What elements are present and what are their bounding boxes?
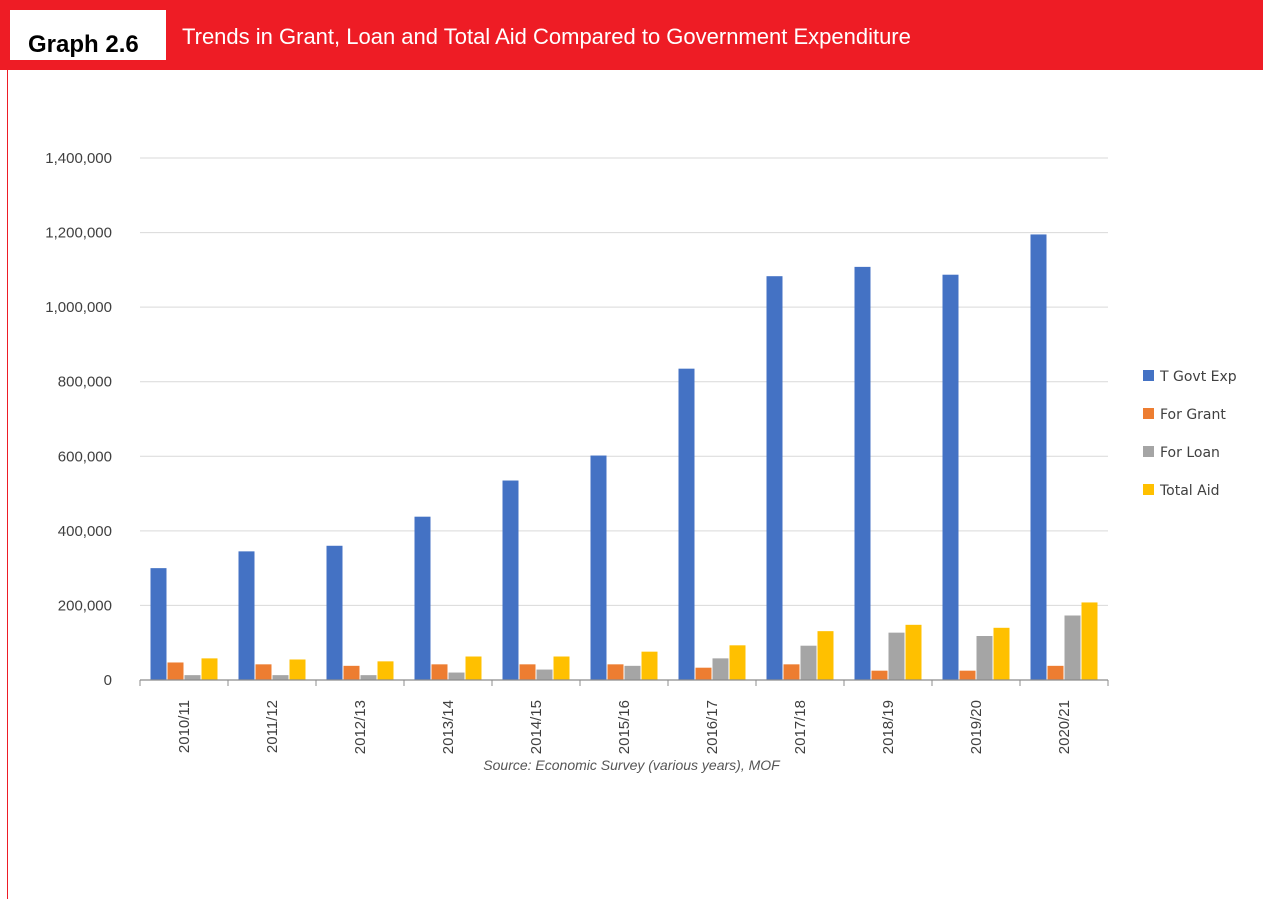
bar-for-grant — [871, 670, 888, 680]
x-tick-label: 2015/16 — [616, 700, 633, 754]
bar-for-grant — [343, 665, 360, 680]
bar-total-aid — [553, 656, 570, 680]
frame-left-border — [7, 70, 8, 899]
bar-total-aid — [905, 624, 922, 680]
bar-t-govt-exp — [942, 274, 959, 680]
bar-total-aid — [993, 627, 1010, 680]
legend-swatch — [1143, 408, 1154, 419]
bar-total-aid — [641, 651, 658, 680]
bar-t-govt-exp — [238, 551, 255, 680]
legend: T Govt Exp For Grant For Loan Total Aid — [1143, 369, 1237, 499]
bar-for-grant — [519, 664, 536, 680]
bar-t-govt-exp — [766, 276, 783, 680]
bar-for-loan — [976, 636, 993, 680]
x-tick-label: 2012/13 — [352, 700, 369, 754]
y-tick-label: 1,200,000 — [45, 225, 112, 242]
x-tick-label: 2016/17 — [704, 700, 721, 754]
legend-swatch — [1143, 370, 1154, 381]
bar-total-aid — [1081, 602, 1098, 680]
y-tick-label: 1,000,000 — [45, 299, 112, 316]
bar-for-grant — [783, 664, 800, 680]
graph-label-badge: Graph 2.6 — [10, 10, 166, 60]
legend-label: For Loan — [1160, 445, 1220, 461]
bar-t-govt-exp — [590, 455, 607, 680]
legend-label: Total Aid — [1159, 483, 1220, 499]
bar-for-grant — [959, 670, 976, 680]
bar-for-grant — [1047, 665, 1064, 680]
bar-for-grant — [431, 664, 448, 680]
source-note: Source: Economic Survey (various years),… — [483, 757, 780, 773]
bar-t-govt-exp — [678, 368, 695, 680]
x-tick-label: 2010/11 — [176, 700, 193, 753]
bar-for-grant — [167, 662, 184, 680]
y-tick-label: 0 — [104, 672, 112, 689]
legend-label: T Govt Exp — [1159, 369, 1237, 385]
bar-for-grant — [607, 664, 624, 680]
legend-label: For Grant — [1160, 407, 1226, 423]
x-axis-tick-labels: 2010/11 2011/12 2012/13 2013/14 2014/15 2015/… — [176, 700, 1073, 754]
bar-for-grant — [255, 664, 272, 680]
legend-swatch — [1143, 484, 1154, 495]
graph-header: Graph 2.6 Trends in Grant, Loan and Tota… — [0, 0, 1263, 70]
bar-for-loan — [184, 675, 201, 680]
x-tick-label: 2019/20 — [968, 700, 985, 754]
y-tick-label: 200,000 — [58, 597, 112, 614]
graph-title: Trends in Grant, Loan and Total Aid Comp… — [182, 24, 911, 49]
legend-swatch — [1143, 446, 1154, 457]
bar-t-govt-exp — [854, 266, 871, 680]
x-tick-label: 2011/12 — [264, 700, 281, 753]
graph-label: Graph 2.6 — [28, 31, 139, 58]
bar-for-loan — [888, 632, 905, 680]
bar-t-govt-exp — [326, 545, 343, 680]
bar-for-loan — [712, 658, 729, 680]
bar-t-govt-exp — [1030, 234, 1047, 680]
bar-total-aid — [729, 645, 746, 680]
bar-total-aid — [817, 631, 834, 680]
x-tick-label: 2018/19 — [880, 700, 897, 754]
x-tick-label: 2020/21 — [1056, 700, 1073, 754]
y-tick-label: 400,000 — [58, 523, 112, 540]
bar-total-aid — [377, 661, 394, 680]
y-axis-tick-labels: 0 200,000 400,000 600,000 800,000 1,000,000 1,… — [45, 150, 112, 689]
y-tick-label: 800,000 — [58, 374, 112, 391]
bar-for-loan — [360, 675, 377, 680]
x-tick-label: 2013/14 — [440, 700, 457, 754]
bar-total-aid — [465, 656, 482, 680]
y-tick-label: 600,000 — [58, 448, 112, 465]
bar-for-loan — [800, 645, 817, 680]
bar-total-aid — [201, 658, 218, 680]
bar-for-grant — [695, 667, 712, 680]
gridlines — [140, 157, 1108, 606]
bar-for-loan — [448, 672, 465, 680]
bars — [150, 234, 1098, 680]
bar-for-loan — [624, 665, 641, 680]
x-tick-label: 2014/15 — [528, 700, 545, 754]
bar-for-loan — [1064, 615, 1081, 680]
y-tick-label: 1,400,000 — [45, 150, 112, 167]
bar-t-govt-exp — [502, 480, 519, 680]
x-tick-label: 2017/18 — [792, 700, 809, 754]
x-axis — [139, 679, 1109, 686]
bar-t-govt-exp — [414, 516, 431, 680]
bar-t-govt-exp — [150, 568, 167, 680]
bar-for-loan — [536, 669, 553, 680]
bar-for-loan — [272, 675, 289, 680]
bar-total-aid — [289, 659, 306, 680]
